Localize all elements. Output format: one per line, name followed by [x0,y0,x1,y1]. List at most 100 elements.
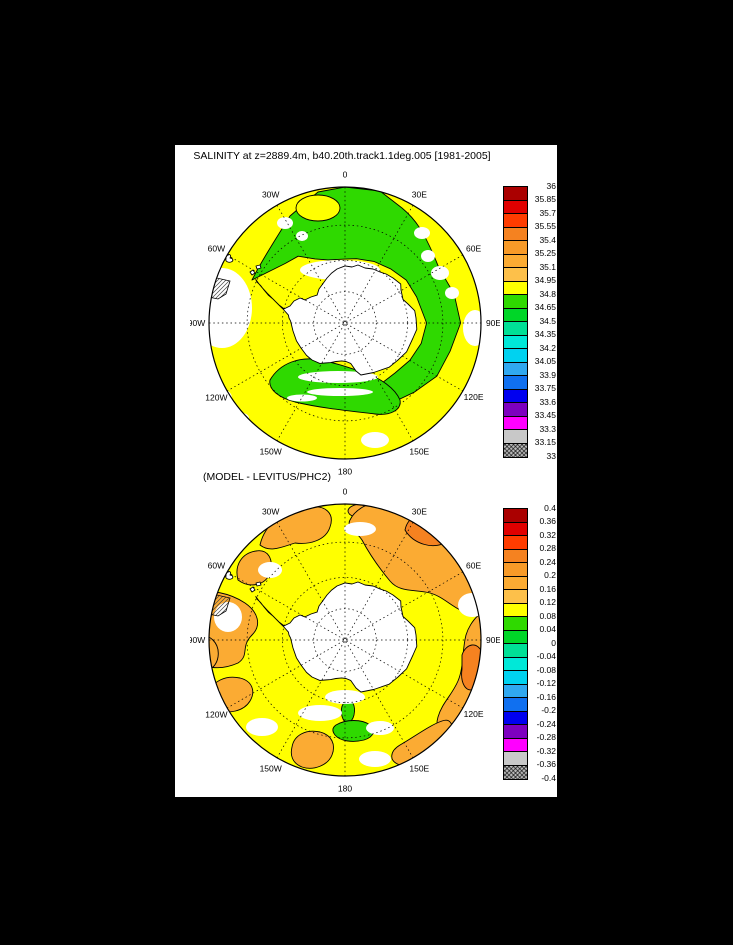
colorbar-tick-label: 35.55 [534,221,556,231]
plot-canvas: SALINITY at z=2889.4m, b40.20th.track1.1… [175,145,557,797]
lon-label-150W: 150W [260,447,282,457]
colorbar-tick-label: -0.36 [536,759,556,769]
colorbar-tick-label: 33.9 [539,369,556,380]
colorbar-tick-labels: 0.4 0.36 0.32 0.28 0.24 0.2 0.16 0.12 0.08 0.04 0 -… [530,503,556,783]
colorbar-cell [504,335,527,349]
colorbar-cell [504,671,527,685]
colorbar-cell [504,200,527,214]
colorbar-cell [504,214,527,228]
contour-enclosed-yellow [295,194,341,222]
colorbar-tick-label: 35.4 [539,234,556,245]
colorbar-tick-labels: 36 35.85 35.7 35.55 35.4 35.25 35.1 34.95 34.8 34… [530,181,556,460]
colorbar-cell [504,322,527,336]
colorbar-cell [504,308,527,322]
lon-label-90E: 90E [486,318,500,328]
colorbar-tick-label: 0.36 [539,516,556,526]
colorbar-tick-label: 0 [551,637,556,648]
lon-label-150E: 150E [409,764,429,774]
colorbar-cell [504,617,527,631]
colorbar-cells [503,508,528,780]
colorbar-cell [504,549,527,563]
colorbar-tick-label: 34.95 [534,275,556,285]
colorbar-tick-label: 0.12 [539,597,556,607]
colorbar-tick-label: 33.45 [534,410,556,420]
colorbar-tick-label: -0.04 [536,651,556,661]
colorbar-cell [504,430,527,444]
lon-label-90W: 90W [190,635,205,645]
colorbar-cell [504,389,527,403]
island [249,586,256,593]
colorbar-tick-label: 0.16 [539,583,556,594]
graticule [209,187,481,459]
lon-label-60E: 60E [466,244,481,254]
colorbar-tick-label: -0.16 [536,691,556,702]
colorbar-tick-label: 35.25 [534,248,556,258]
graticule [209,504,481,776]
colorbar-cell [504,738,527,752]
lon-label-120E: 120E [464,709,484,719]
colorbar-cell [504,403,527,417]
colorbar-tick-label: 36 [546,180,556,191]
colorbar-tick-label: 33.6 [539,396,556,407]
colorbar-tick-label: 34.05 [534,356,556,366]
colorbar-cell [504,563,527,577]
colorbar-tick-label: 34.5 [539,315,556,326]
colorbar-cell [504,752,527,766]
colorbar-cells [503,186,528,458]
map-frame [208,503,482,777]
colorbar-cell [504,349,527,363]
colorbar-cell [504,443,527,457]
colorbar-cell [504,241,527,255]
colorbar-cell [504,281,527,295]
colorbar-cell [504,684,527,698]
colorbar-cell [504,362,527,376]
colorbar-tick-label: 34.35 [534,329,556,339]
lon-label-30E: 30E [412,506,427,516]
antarctica-coastline [255,264,418,376]
colorbar-tick-label: 0.2 [544,570,556,580]
colorbar-tick-label: 34.2 [539,342,556,353]
colorbar-cell [504,765,527,779]
lon-label-30W: 30W [262,506,279,516]
colorbar-tick-label: 34.8 [539,288,556,299]
lon-label-120W: 120W [205,392,227,402]
colorbar-cell [504,254,527,268]
island [255,581,262,587]
figure-subtitle: (MODEL - LEVITUS/PHC2) [203,471,331,483]
colorbar-tick-label: 0.08 [539,610,556,621]
colorbar-tick-label: 0.24 [539,556,556,567]
lon-label-150E: 150E [409,447,429,457]
colorbar-tick-label: -0.4 [541,772,556,783]
colorbar-tick-label: -0.12 [536,678,556,688]
colorbar-cell [504,509,527,523]
antarctica-coastline [255,581,418,693]
colorbar-tick-label: 33.15 [534,437,556,447]
colorbar-tick-label: 0.32 [539,529,556,540]
salinity-map: 0 30E 60E 90E 120E 150E 180 150W 120W 90W 60W 30W [190,170,500,477]
difference-colorbar: 0.4 0.36 0.32 0.28 0.24 0.2 0.16 0.12 0.08 0.04 0 -… [503,503,556,783]
colorbar-tick-label: 0.04 [539,624,556,634]
colorbar-tick-label: 35.7 [539,207,556,218]
colorbar-tick-label: 33.75 [534,383,556,393]
lon-label-60E: 60E [466,561,481,571]
longitude-labels: 0 30E 60E 90E 120E 150E 180 150W 120W 90W 60W 30W [190,170,500,477]
colorbar-cell [504,590,527,604]
difference-map: 0 30E 60E 90E 120E 150E 180 150W 120W 90W 60W 30W [190,487,500,794]
colorbar-tick-label: 33.3 [539,423,556,434]
colorbar-tick-label: 35.1 [539,261,556,272]
island [225,254,234,263]
lon-label-0: 0 [343,487,348,497]
lon-label-180: 180 [338,467,352,477]
colorbar-cell [504,725,527,739]
lon-label-120W: 120W [205,709,227,719]
colorbar-cell [504,522,527,536]
colorbar-cell [504,603,527,617]
colorbar-tick-label: 0.4 [544,502,556,513]
colorbar-tick-label: -0.28 [536,732,556,742]
lon-label-30W: 30W [262,189,279,199]
colorbar-tick-label: 34.65 [534,302,556,312]
colorbar-cell [504,630,527,644]
figure-title: SALINITY at z=2889.4m, b40.20th.track1.1… [193,150,491,162]
colorbar-cell [504,711,527,725]
